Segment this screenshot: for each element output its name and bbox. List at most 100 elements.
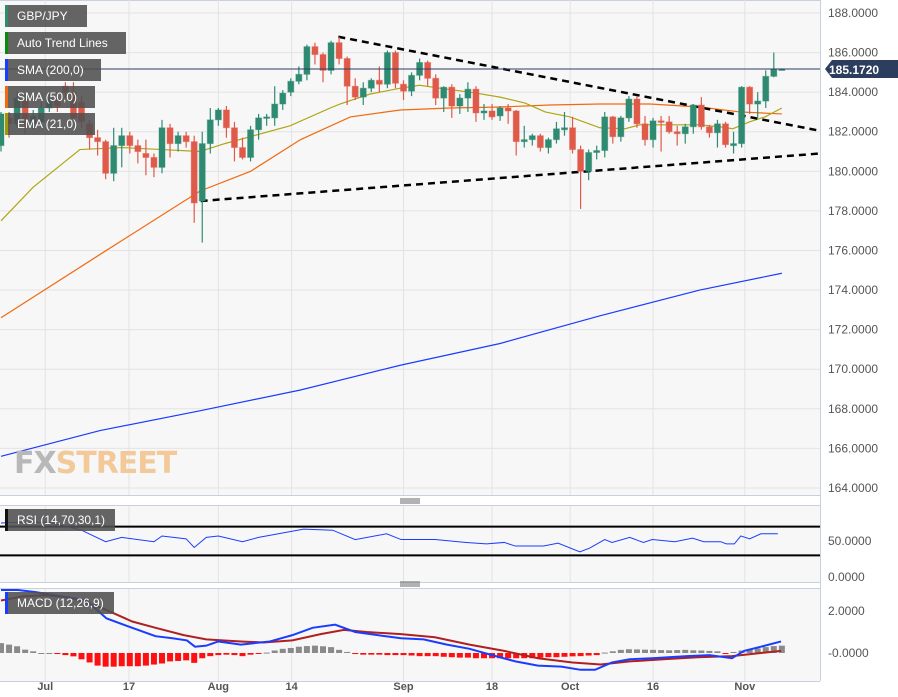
candle-body xyxy=(577,149,585,172)
candle xyxy=(343,56,351,106)
y-tick-label: 170.0000 xyxy=(828,362,878,376)
macd-histogram-bar xyxy=(0,643,4,653)
legend-label: EMA (21,0) xyxy=(17,117,78,131)
macd-histogram-bar xyxy=(754,648,761,653)
macd-histogram-bar xyxy=(70,653,77,657)
macd-histogram-bar xyxy=(175,653,182,661)
candle-body xyxy=(561,127,568,131)
candle-body xyxy=(190,141,198,204)
macd-histogram-bar xyxy=(118,653,125,667)
candle xyxy=(762,70,770,108)
candle xyxy=(303,44,311,81)
legend-label: Auto Trend Lines xyxy=(17,36,108,50)
candle xyxy=(722,121,729,148)
candle xyxy=(593,145,601,160)
candle xyxy=(335,36,343,65)
candle xyxy=(166,123,174,158)
candle xyxy=(158,119,166,174)
legend-auto-trend-lines[interactable]: Auto Trend Lines xyxy=(5,32,126,54)
macd-histogram-bar xyxy=(424,653,431,657)
candle xyxy=(480,104,488,120)
trend-line xyxy=(200,152,820,203)
candle xyxy=(633,96,641,128)
candle-body xyxy=(633,98,641,125)
legend-sma-200[interactable]: SMA (200,0) xyxy=(5,59,101,81)
candle-body xyxy=(375,79,383,85)
candle-body xyxy=(359,87,367,98)
fxstreet-logo: FXSTREET xyxy=(14,446,177,481)
x-tick-label: Oct xyxy=(561,681,580,693)
macd-histogram-bar xyxy=(336,649,343,653)
candle-body xyxy=(713,123,721,134)
candle-body xyxy=(174,135,182,145)
macd-histogram-bar xyxy=(311,645,318,653)
candle-body xyxy=(287,80,295,93)
candle-body xyxy=(400,83,407,92)
candle xyxy=(697,97,705,130)
legend-rsi[interactable]: RSI (14,70,30,1) xyxy=(5,509,116,531)
current-price-badge xyxy=(825,59,898,78)
macd-histogram-bar xyxy=(320,646,326,653)
macd-histogram-bar xyxy=(642,649,648,653)
candle xyxy=(174,131,182,152)
macd-histogram-bar xyxy=(360,653,367,655)
candle xyxy=(206,107,214,154)
candle-body xyxy=(762,75,770,102)
candle-body xyxy=(601,116,609,152)
macd-histogram-bar xyxy=(778,645,785,653)
y-tick-label: 188.0000 xyxy=(828,6,878,20)
candle-body xyxy=(263,116,271,119)
panel-resize-handle[interactable] xyxy=(400,498,420,504)
candle xyxy=(271,86,279,126)
macd-histogram-bar xyxy=(30,651,37,653)
macd-histogram-bar xyxy=(271,650,278,653)
macd-histogram-bar xyxy=(658,650,665,653)
macd-histogram-bar xyxy=(577,653,584,657)
macd-histogram-bar xyxy=(553,653,560,658)
candle-body xyxy=(504,107,512,112)
candle xyxy=(424,60,432,87)
macd-histogram-bar xyxy=(440,653,447,657)
rsi-y-tick-label: 0.0000 xyxy=(828,570,865,584)
macd-histogram-bar xyxy=(110,653,117,667)
macd-histogram-bar xyxy=(537,653,544,658)
candle xyxy=(681,123,689,144)
macd-histogram-bar xyxy=(472,653,479,659)
macd-histogram-bar xyxy=(78,653,85,660)
legend-ema-21[interactable]: EMA (21,0) xyxy=(5,113,95,135)
candle-body xyxy=(488,110,496,118)
candle xyxy=(319,52,327,83)
macd-histogram-bar xyxy=(714,651,721,653)
candle xyxy=(585,149,593,181)
candle xyxy=(239,137,246,160)
macd-histogram-bar xyxy=(22,649,29,653)
candle-body xyxy=(295,73,303,82)
candle-body xyxy=(697,104,705,128)
candle-body xyxy=(166,127,174,145)
x-tick-label: Nov xyxy=(734,681,756,693)
candle-body xyxy=(214,109,222,121)
macd-histogram-bar xyxy=(94,653,101,666)
y-tick-label: 174.0000 xyxy=(828,283,878,297)
legend-gbpjpy[interactable]: GBP/JPY xyxy=(5,5,87,27)
rsi-y-tick-label: 50.0000 xyxy=(828,534,872,548)
macd-histogram-bar xyxy=(722,653,729,654)
panel-resize-handle[interactable] xyxy=(400,581,420,587)
candle xyxy=(311,42,319,65)
candle xyxy=(287,78,295,97)
candle xyxy=(738,86,746,148)
macd-histogram-bar xyxy=(633,649,640,653)
candle-body xyxy=(126,135,134,147)
macd-histogram-bar xyxy=(505,653,512,659)
legend-sma-50[interactable]: SMA (50,0) xyxy=(5,86,95,108)
candle-body xyxy=(528,135,536,141)
macd-histogram-bar xyxy=(432,653,439,657)
legend-label: SMA (50,0) xyxy=(17,90,78,104)
macd-histogram-bar xyxy=(650,649,657,653)
macd-histogram-bar xyxy=(529,653,536,659)
candle xyxy=(182,131,190,148)
candle xyxy=(641,115,649,146)
legend-macd[interactable]: MACD (12,26,9) xyxy=(5,592,114,614)
candle-body xyxy=(206,119,214,145)
candle-body xyxy=(198,143,206,202)
